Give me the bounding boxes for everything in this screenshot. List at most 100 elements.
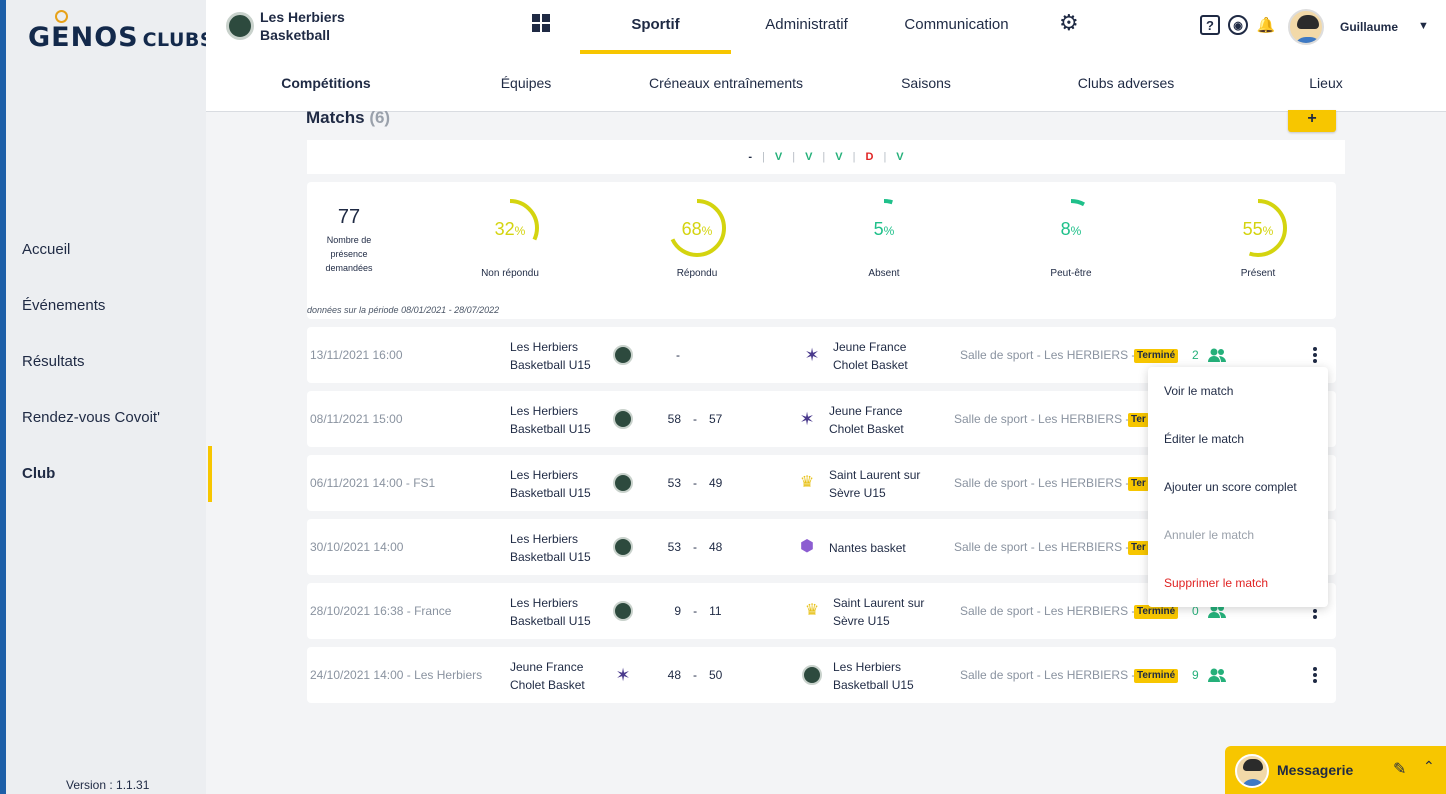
more-options-icon[interactable] xyxy=(1311,665,1319,685)
messenger-label: Messagerie xyxy=(1277,762,1354,778)
match-venue: Salle de sport - Les HERBIERS - xyxy=(954,540,1130,554)
more-options-icon[interactable] xyxy=(1311,345,1319,365)
gauge-arc xyxy=(668,199,726,257)
home-team: Jeune France Cholet Basket xyxy=(510,660,585,692)
form-separator: | xyxy=(792,151,796,163)
gear-icon[interactable]: ⚙ xyxy=(1059,10,1079,35)
score-away: 57 xyxy=(709,412,723,426)
gauge-non-repondu: 32% xyxy=(481,199,539,257)
group-icon[interactable] xyxy=(1207,347,1227,363)
sidebar: GENOS CLUBS Accueil Événements Résultats Ren… xyxy=(0,0,214,794)
menu-item-supprimer-le-match[interactable]: Supprimer le match xyxy=(1164,576,1269,590)
sidebar-item-rendez-vous-covoit[interactable]: Rendez-vous Covoit' xyxy=(22,409,160,426)
away-team-logo xyxy=(802,665,822,685)
status-badge: Ter xyxy=(1128,413,1149,427)
home-team: Les Herbiers Basketball U15 xyxy=(510,340,591,372)
subtab-creneaux-entrainements[interactable]: Créneaux entraînements xyxy=(648,75,804,91)
subtab-clubs-adverses[interactable]: Clubs adverses xyxy=(1077,75,1175,91)
messenger-avatar xyxy=(1235,754,1269,788)
menu-item-annuler-le-match: Annuler le match xyxy=(1164,528,1255,542)
tab-sportif[interactable]: Sportif xyxy=(580,0,731,54)
away-team-logo: ♛ xyxy=(799,474,815,491)
status-badge: Ter xyxy=(1128,541,1149,555)
stat-label: Absent xyxy=(868,268,900,279)
tab-communication[interactable]: Communication xyxy=(904,16,1009,33)
bell-icon[interactable]: 🔔 xyxy=(1256,17,1276,34)
home-team: Les Herbiers Basketball U15 xyxy=(510,468,591,500)
attendance-count: 9 xyxy=(1192,668,1199,682)
tab-administratif[interactable]: Administratif xyxy=(765,16,848,33)
sidebar-item-accueil[interactable]: Accueil xyxy=(22,241,71,258)
add-match-button[interactable]: + xyxy=(1288,110,1336,132)
chevron-down-icon[interactable]: ▼ xyxy=(1418,20,1429,32)
club-selector[interactable]: Les Herbiers Basketball xyxy=(226,8,370,44)
stats-period: données sur la période 08/01/2021 - 28/0… xyxy=(307,305,500,315)
sidebar-item-evenements[interactable]: Événements xyxy=(22,297,106,314)
score-separator: - xyxy=(693,540,697,554)
score-home: 53 xyxy=(667,540,681,554)
match-venue: Salle de sport - Les HERBIERS - xyxy=(960,604,1136,618)
subtab-equipes[interactable]: Équipes xyxy=(500,75,552,91)
attendance-count: 0 xyxy=(1192,604,1199,618)
pencil-icon[interactable]: ✎ xyxy=(1393,761,1407,778)
away-team-logo: ✶ xyxy=(804,345,820,365)
menu-item-ajouter-un-score-complet[interactable]: Ajouter un score complet xyxy=(1164,480,1297,494)
subtab-competitions[interactable]: Compétitions xyxy=(281,75,371,91)
match-venue: Salle de sport - Les HERBIERS - xyxy=(960,668,1136,682)
basketball-icon xyxy=(55,10,68,23)
menu-item-editer-le-match[interactable]: Éditer le match xyxy=(1164,432,1245,446)
logo-text-small: CLUBS xyxy=(142,29,215,51)
genos-clubs-logo[interactable]: GENOS CLUBS xyxy=(28,10,215,53)
away-team: Les Herbiers Basketball U15 xyxy=(833,660,914,692)
ball-icon[interactable]: ◉ xyxy=(1228,15,1248,35)
match-date: 06/11/2021 14:00 - FS1 xyxy=(310,476,436,490)
form-separator: | xyxy=(762,151,765,163)
score-away: 49 xyxy=(709,476,723,490)
group-icon[interactable] xyxy=(1207,667,1227,683)
home-team: Les Herbiers Basketball U15 xyxy=(510,532,591,564)
away-team: Nantes basket xyxy=(829,541,906,555)
gauge-arc xyxy=(1229,199,1287,257)
score-home: 48 xyxy=(667,668,681,682)
user-avatar[interactable] xyxy=(1288,9,1324,45)
match-date: 13/11/2021 16:00 xyxy=(310,348,403,362)
stat-label: Non répondu xyxy=(481,268,539,279)
form-separator: | xyxy=(852,151,856,163)
club-logo xyxy=(226,12,254,40)
sidebar-item-resultats[interactable]: Résultats xyxy=(22,353,85,370)
help-icon[interactable]: ? xyxy=(1200,15,1220,35)
match-row[interactable]: 24/10/2021 14:00 - Les Herbiers Jeune Fra… xyxy=(307,647,1336,703)
menu-item-voir-le-match[interactable]: Voir le match xyxy=(1164,384,1234,398)
total-attendance-value: 77 xyxy=(337,206,361,228)
score-away: 11 xyxy=(709,604,722,618)
total-attendance-label: Nombre de présence demandées xyxy=(325,235,373,273)
match-score: 48-50 xyxy=(655,647,735,703)
gauge-peut-etre: 8% xyxy=(1042,199,1100,257)
away-team-logo: ⬢ xyxy=(800,538,814,555)
dashboard-icon[interactable] xyxy=(532,14,550,32)
attendance-count: 2 xyxy=(1192,348,1199,362)
match-date: 28/10/2021 16:38 - France xyxy=(310,604,452,618)
app-version: Version : 1.1.31 xyxy=(66,778,150,792)
sidebar-item-club[interactable]: Club xyxy=(6,446,212,502)
top-header: Les Herbiers Basketball Sportif Administr… xyxy=(206,0,1446,112)
messenger-bar[interactable]: Messagerie ✎ ⌃ xyxy=(1225,746,1446,794)
away-team-logo: ♛ xyxy=(804,602,820,619)
form-result: D xyxy=(865,151,874,163)
home-team: Les Herbiers Basketball U15 xyxy=(510,404,591,436)
away-team: Saint Laurent sur Sèvre U15 xyxy=(833,596,925,628)
total-attendance: 77 Nombre de présence demandées xyxy=(319,206,379,275)
match-score: 53-49 xyxy=(655,455,735,511)
form-result: V xyxy=(805,151,813,163)
form-separator: | xyxy=(883,151,887,163)
match-score: 53-48 xyxy=(655,519,735,575)
match-date: 08/11/2021 15:00 xyxy=(310,412,403,426)
away-team: Jeune France Cholet Basket xyxy=(833,340,908,372)
user-name[interactable]: Guillaume xyxy=(1340,20,1399,34)
subtab-lieux[interactable]: Lieux xyxy=(1309,75,1343,91)
subtab-saisons[interactable]: Saisons xyxy=(901,75,951,91)
form-result: V xyxy=(835,151,843,163)
score-separator: - xyxy=(676,348,680,362)
chevron-up-icon[interactable]: ⌃ xyxy=(1423,758,1435,774)
status-badge: Terminé xyxy=(1134,669,1179,683)
